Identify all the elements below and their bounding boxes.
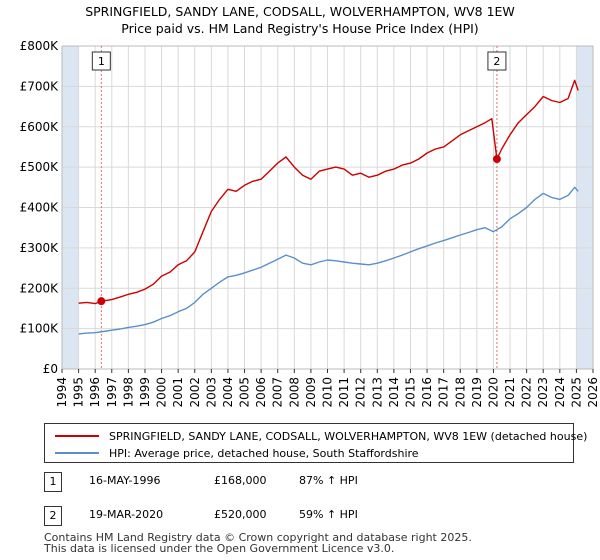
gridlines [61, 45, 594, 370]
y-tick-label: £0 [43, 362, 58, 376]
footer-line-2: This data is licensed under the Open Gov… [44, 542, 395, 555]
hpi-line [78, 186, 579, 335]
legend: SPRINGFIELD, SANDY LANE, CODSALL, WOLVER… [44, 423, 587, 463]
x-tick-label: 2011 [337, 377, 351, 408]
legend-swatch-property [55, 435, 99, 437]
sale-point [492, 155, 501, 164]
sale-date: 16-MAY-1996 [89, 474, 161, 487]
x-tick-label: 2000 [155, 377, 169, 408]
title-line-1: SPRINGFIELD, SANDY LANE, CODSALL, WOLVER… [85, 4, 515, 19]
legend-label-property: SPRINGFIELD, SANDY LANE, CODSALL, WOLVER… [109, 429, 588, 443]
x-tick-label: 2026 [586, 377, 600, 408]
x-tick-label: 2018 [453, 377, 467, 408]
x-tick-label: 2009 [304, 377, 318, 408]
x-tick-label: 2001 [171, 377, 185, 408]
x-tick-label: 2010 [321, 377, 335, 408]
series-lines [78, 79, 579, 335]
x-tick-label: 2012 [354, 377, 368, 408]
sale-hpi-change: 59% ↑ HPI [299, 508, 358, 521]
table-row: 2 19-MAR-2020 £520,000 59% ↑ HPI [44, 506, 584, 528]
x-tick-label: 2008 [287, 377, 301, 408]
x-tick-label: 2002 [188, 377, 202, 408]
x-tick-label: 2017 [437, 377, 451, 408]
sale-price: £520,000 [214, 508, 267, 521]
sale-number-badge: 2 [44, 506, 62, 526]
x-tick-label: 1994 [55, 377, 69, 408]
x-tick-label: 2020 [486, 377, 500, 408]
x-tick-label: 2023 [536, 377, 550, 408]
y-axis-ticks: £0 £100K £200K £300K £400K £500K £600K £700K £80… [20, 39, 60, 376]
sale-price: £168,000 [214, 474, 267, 487]
y-tick-label: £400K [20, 201, 60, 215]
x-tick-label: 2024 [553, 377, 567, 408]
x-axis-ticks: 1994 1995 1996 1997 1998 1999 2000 2001 2002 2003… [55, 369, 600, 408]
x-tick-label: 2007 [271, 377, 285, 408]
x-tick-label: 1997 [105, 377, 119, 408]
table-row: 1 16-MAY-1996 £168,000 87% ↑ HPI [44, 472, 584, 494]
chart-title: SPRINGFIELD, SANDY LANE, CODSALL, WOLVER… [0, 3, 600, 37]
sale-points [97, 155, 501, 306]
x-tick-label: 2003 [204, 377, 218, 408]
x-tick-label: 2021 [503, 377, 517, 408]
x-tick-label: 2022 [520, 377, 534, 408]
x-tick-label: 2015 [403, 377, 417, 408]
x-tick-label: 1998 [121, 377, 135, 408]
y-tick-label: £300K [20, 241, 60, 255]
sale-point [97, 297, 106, 306]
legend-swatch-hpi [55, 452, 99, 454]
x-tick-label: 2019 [470, 377, 484, 408]
footer-attribution: Contains HM Land Registry data © Crown c… [44, 532, 472, 554]
sale-number-badge: 1 [44, 472, 62, 492]
x-tick-label: 2006 [254, 377, 268, 408]
title-line-2: Price paid vs. HM Land Registry's House … [121, 21, 479, 36]
y-tick-label: £700K [20, 79, 60, 93]
x-tick-label: 2013 [370, 377, 384, 408]
legend-item-hpi: HPI: Average price, detached house, Sout… [55, 444, 419, 462]
y-tick-label: £800K [20, 39, 60, 53]
sale-marker-label: 1 [98, 55, 105, 68]
y-tick-label: £600K [20, 120, 60, 134]
x-tick-label: 2014 [387, 377, 401, 408]
x-tick-label: 1999 [138, 377, 152, 408]
legend-label-hpi: HPI: Average price, detached house, Sout… [109, 446, 419, 460]
footer-line-1: Contains HM Land Registry data © Crown c… [44, 531, 472, 544]
y-tick-label: £500K [20, 160, 60, 174]
sale-marker-label: 2 [493, 55, 500, 68]
x-tick-label: 2004 [221, 377, 235, 408]
sale-hpi-change: 87% ↑ HPI [299, 474, 358, 487]
sale-marker-box [91, 51, 111, 71]
x-tick-label: 1995 [72, 377, 86, 408]
x-tick-label: 2016 [420, 377, 434, 408]
x-tick-label: 1996 [88, 377, 102, 408]
legend-item-property: SPRINGFIELD, SANDY LANE, CODSALL, WOLVER… [55, 427, 587, 445]
y-tick-label: £100K [20, 322, 60, 336]
property-price-line [78, 79, 579, 305]
x-tick-label: 2005 [238, 377, 252, 408]
x-tick-label: 2025 [569, 377, 583, 408]
y-tick-label: £200K [20, 281, 60, 295]
sale-marker-box [487, 51, 507, 71]
sale-date: 19-MAR-2020 [89, 508, 164, 521]
